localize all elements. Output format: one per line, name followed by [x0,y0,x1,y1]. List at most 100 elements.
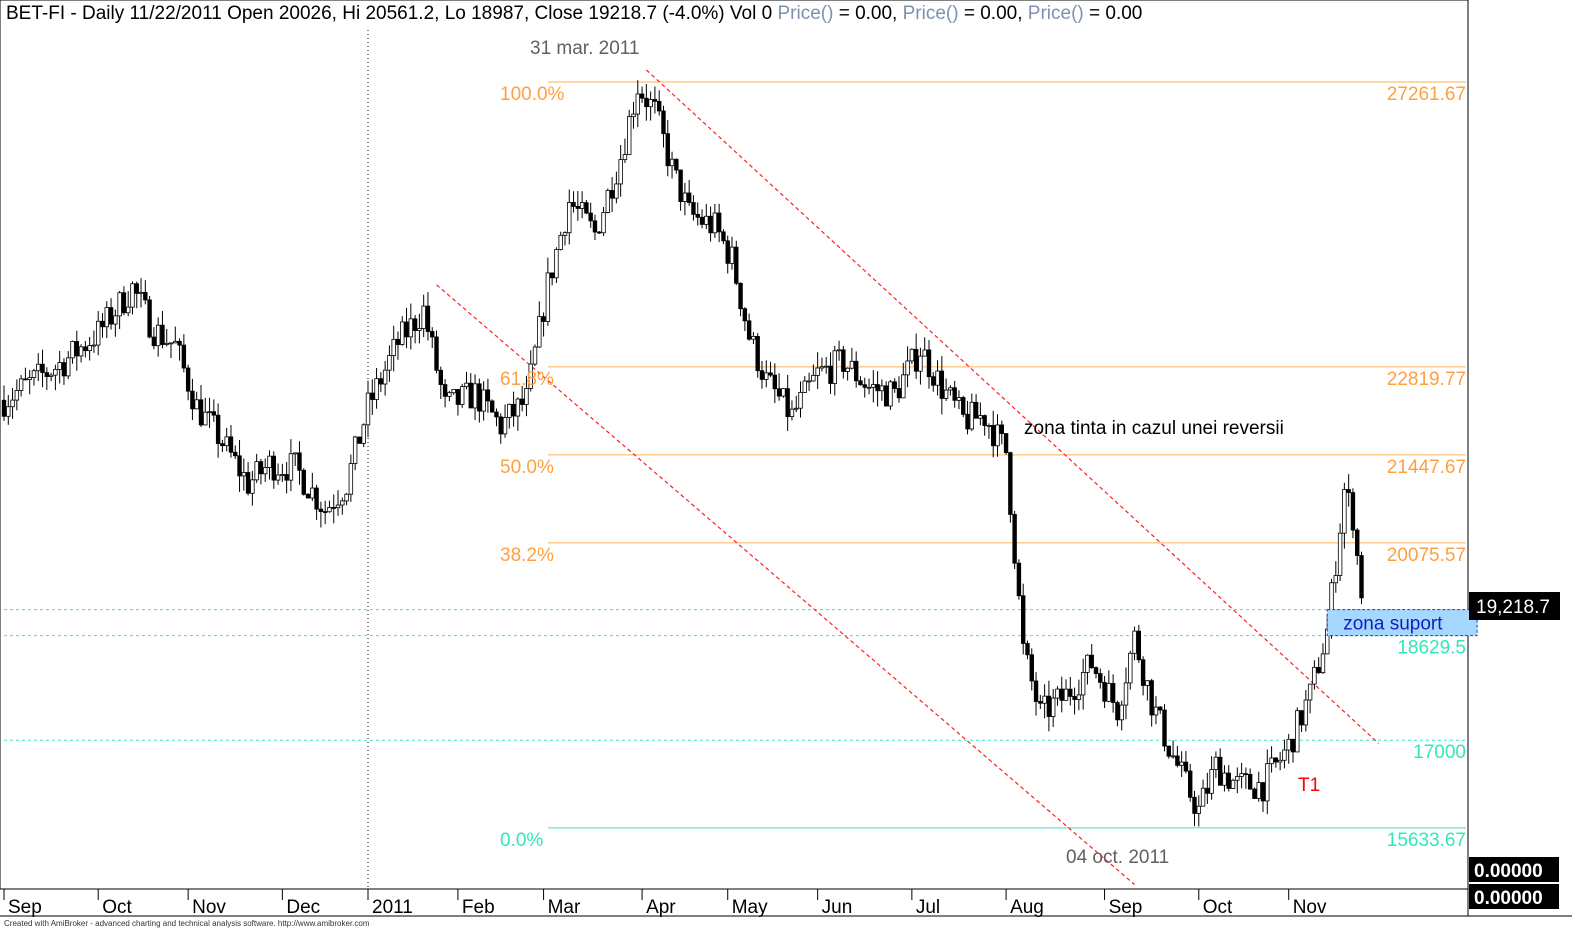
price-bar-body [370,392,375,400]
price-bar-body [931,376,936,386]
price-bar-body [250,479,255,494]
price-bar-body [1226,772,1231,789]
price-bar-body [519,398,525,405]
price-bar-body [468,382,473,409]
price-bar-body [532,346,538,365]
price-bar-body [828,365,833,384]
price-bar-body [1350,492,1356,531]
price-bar-body [1359,555,1364,599]
price-bar-body [1273,757,1279,763]
price-bar-body [939,370,945,399]
price-bar-body [1252,788,1257,799]
price-bar-body [558,234,563,250]
price-bar-body [31,370,37,378]
price-bar-body [734,246,739,284]
fib-price-label-0: 27261.67 [1387,84,1466,105]
price-bar-body [781,388,786,397]
price-bar-body [575,206,581,209]
price-bar-body [378,378,384,385]
price-bar-body [352,436,358,464]
price-bar-body [1312,666,1317,685]
price-bar-body [832,350,837,384]
reference-lines-layer [4,30,1466,889]
price-bar-body [36,363,41,372]
header-high: Hi 20561.2, [342,3,439,24]
price-bar-body [1183,761,1189,772]
fib-price-label-1: 22819.77 [1387,369,1466,390]
price-bar-body [883,385,889,407]
price-bar-body [841,349,846,372]
price-bar-body [1239,773,1244,777]
price-bar-body [785,388,790,417]
price-bar-body [1042,695,1047,704]
price-bar-body [515,398,521,417]
header-indicator-3-value: = 0.00 [1089,3,1142,24]
price-bar-body [207,411,212,414]
price-bar-body [1063,688,1069,701]
header-open: Open 20026, [227,3,337,24]
price-bar-body [147,299,152,338]
panel-value-box-2 [1469,884,1559,909]
level-label-1: 18629.5 [1397,638,1466,659]
price-bar-body [489,400,495,413]
price-bar-body [1059,688,1064,701]
price-bar-body [391,338,396,356]
price-bar-body [999,424,1004,434]
price-bar-body [267,455,272,468]
price-bar-body [387,355,392,371]
price-bar-body [1021,595,1026,644]
price-bar-body [819,366,825,369]
price-bar-body [190,390,195,410]
price-bar-body [280,474,285,476]
price-bar-body [978,415,983,419]
price-bar-body [430,331,435,338]
price-bar-body [271,455,276,481]
price-bar-body [961,397,966,415]
price-bar-body [1080,671,1086,696]
price-bar-body [1286,738,1291,751]
price-bar-body [811,374,816,382]
price-bar-body [1303,699,1309,726]
price-bar-body [481,389,486,412]
last-price-label: 19,218.7 [1476,597,1550,618]
price-bar-body [1200,787,1206,807]
price-bar-body [318,508,324,512]
price-bar-body [1132,630,1137,654]
price-bar-body [168,342,174,345]
last-price-marker [1469,592,1560,620]
fib-price-label-4: 15633.67 [1387,830,1466,851]
price-bar-body [155,324,161,347]
price-bar-body [1269,757,1274,765]
price-bar-body [198,399,204,426]
price-bar-body [442,384,448,397]
price-bar-body [639,93,645,99]
price-bar-body [400,321,405,345]
price-bar-body [344,493,349,502]
price-bar-body [507,403,512,418]
price-bar-body [661,110,666,135]
price-bar-body [455,389,461,405]
x-tick-label-2: Nov [192,897,226,918]
price-bar-body [794,407,799,410]
price-bar-body [584,202,589,214]
price-bar-body [597,231,602,234]
price-bar-body [1355,529,1360,556]
price-bar-body [1055,688,1060,699]
header-date: 11/22/2011 [130,3,222,24]
price-bar-body [751,336,756,340]
price-bar-body [1299,710,1304,726]
target-zone-annotation: zona tinta in cazul unei reversii [1024,418,1284,439]
panel-value-2: 0.00000 [1474,888,1543,909]
price-bar-body [113,315,118,325]
price-bar-body [288,453,294,481]
price-bar-body [310,487,315,499]
price-bar-body [879,385,885,392]
fib-price-label-2: 21447.67 [1387,457,1466,478]
channel-line-0 [436,284,1135,885]
price-bar-body [1149,680,1154,716]
price-bar-body [956,397,962,401]
price-bar-body [447,392,452,397]
price-bar-body [211,411,217,416]
price-bar-body [1140,659,1146,686]
